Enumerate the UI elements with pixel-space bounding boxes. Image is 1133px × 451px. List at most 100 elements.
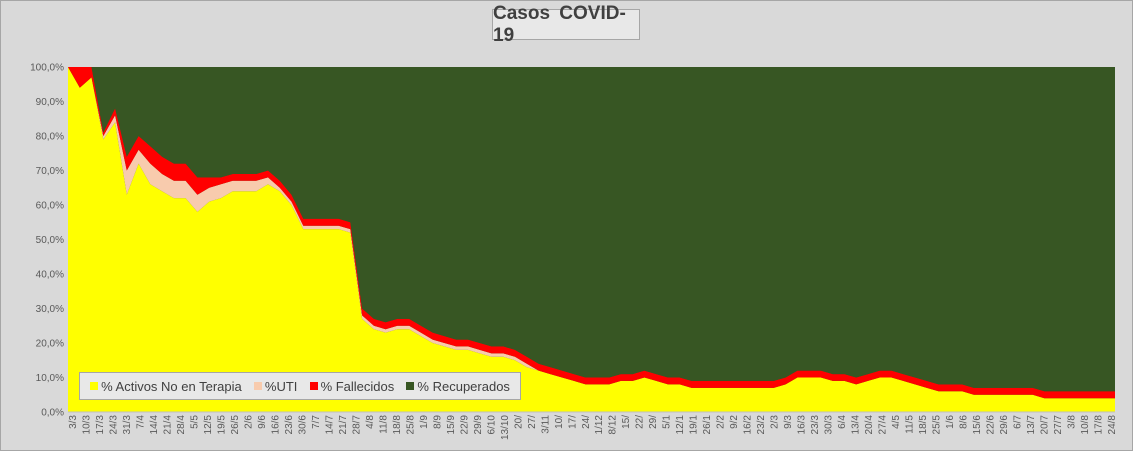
x-tick-label: 1/6	[945, 415, 956, 429]
x-tick-label: 28/7	[351, 415, 362, 435]
x-tick-label: 2/6	[243, 415, 254, 429]
y-tick-label: 0,0%	[41, 408, 64, 419]
x-tick-label: 9/2	[729, 415, 740, 429]
y-tick-label: 60,0%	[36, 201, 64, 212]
x-tick-label: 24/8	[1107, 415, 1118, 435]
x-tick-label: 20/4	[864, 415, 875, 435]
x-tick-label: 28/4	[176, 415, 187, 435]
x-tick-label: 19/1	[689, 415, 700, 435]
x-tick-label: 2/2	[716, 415, 727, 429]
x-tick-label: 14/7	[324, 415, 335, 435]
y-tick-label: 30,0%	[36, 304, 64, 315]
x-tick-label: 8/6	[959, 415, 970, 429]
x-tick-label: 7/4	[136, 415, 147, 429]
x-tick-label: 31/3	[122, 415, 133, 435]
x-tick-label: 9/6	[257, 415, 268, 429]
x-tick-label: 25/8	[405, 415, 416, 435]
x-tick-label: 4/8	[365, 415, 376, 429]
x-tick-label: 23/6	[284, 415, 295, 435]
x-tick-label: 10/	[554, 415, 565, 429]
x-tick-label: 19/5	[216, 415, 227, 435]
x-tick-label: 6/10	[486, 415, 497, 435]
x-tick-label: 2/3	[770, 415, 781, 429]
x-tick-label: 27/	[527, 415, 538, 429]
x-tick-label: 24/	[581, 415, 592, 429]
y-axis: 0,0% 10,0% 20,0% 30,0% 40,0% 50,0% 60,0% 70,0% 8…	[30, 63, 1115, 419]
x-tick-label: 13/7	[1026, 415, 1037, 435]
x-tick-label: 10/3	[82, 415, 93, 435]
legend-swatch-uti	[253, 382, 262, 390]
x-tick-label: 15/6	[972, 415, 983, 435]
y-tick-label: 70,0%	[36, 166, 64, 177]
x-tick-label: 5/1	[662, 415, 673, 429]
x-tick-label: 9/3	[783, 415, 794, 429]
legend-item-fallecidos: % Fallecidos	[309, 378, 395, 394]
legend-swatch-fallecidos	[309, 382, 318, 390]
x-tick-label: 23/3	[810, 415, 821, 435]
legend-item-activos: % Activos No en Terapia	[90, 379, 242, 394]
x-tick-label: 13/4	[851, 415, 862, 435]
x-tick-label: 27/7	[1053, 415, 1064, 435]
x-tick-label: 13/10	[500, 415, 511, 440]
x-tick-label: 27/4	[878, 415, 889, 435]
x-tick-label: 17/8	[1094, 415, 1105, 435]
x-tick-label: 24/3	[109, 415, 120, 435]
x-tick-label: 18/8	[392, 415, 403, 435]
x-tick-label: 20/	[513, 415, 524, 429]
x-tick-label: 16/3	[797, 415, 808, 435]
x-tick-label: 26/1	[702, 415, 713, 435]
x-tick-label: 17/3	[95, 415, 106, 435]
chart-legend: % Activos No en Terapia %UTI % Fallecido…	[79, 372, 521, 400]
stacked-areas	[68, 67, 1115, 412]
legend-label-fallecidos: % Fallecidos	[320, 378, 395, 394]
x-tick-label: 29/6	[999, 415, 1010, 435]
x-tick-label: 18/5	[918, 415, 929, 435]
y-tick-label: 80,0%	[36, 132, 64, 143]
x-tick-label: 30/6	[297, 415, 308, 435]
x-tick-label: 11/8	[378, 415, 389, 434]
y-tick-label: 20,0%	[36, 339, 64, 350]
legend-item-uti: %UTI	[253, 378, 298, 394]
x-tick-label: 25/5	[932, 415, 943, 435]
y-tick-label: 90,0%	[36, 97, 64, 108]
x-tick-label: 20/7	[1040, 415, 1051, 435]
x-tick-label: 30/3	[824, 415, 835, 435]
x-tick-label: 3/3	[68, 415, 79, 429]
y-tick-label: 100,0%	[30, 63, 64, 74]
x-tick-label: 21/7	[338, 415, 349, 435]
x-tick-label: 7/7	[311, 415, 322, 429]
series-area-3	[68, 67, 1115, 392]
x-tick-label: 29/	[648, 415, 659, 429]
x-tick-label: 22/	[635, 415, 646, 429]
x-tick-label: 15/9	[446, 415, 457, 435]
y-tick-label: 50,0%	[36, 235, 64, 246]
x-tick-label: 1/12	[594, 415, 605, 435]
legend-label-uti: %UTI	[264, 378, 298, 394]
x-tick-label: 16/6	[270, 415, 281, 435]
legend-swatch-recuperados	[406, 382, 415, 390]
x-tick-label: 15/	[621, 415, 632, 429]
x-tick-label: 8/9	[432, 415, 443, 429]
x-tick-label: 6/4	[837, 415, 848, 429]
y-tick-label: 40,0%	[36, 270, 64, 281]
x-tick-label: 10/8	[1080, 415, 1091, 435]
x-tick-label: 22/9	[459, 415, 470, 435]
x-tick-label: 22/6	[986, 415, 997, 435]
x-tick-label: 3/11	[540, 415, 551, 434]
x-tick-label: 4/5	[891, 415, 902, 429]
x-tick-label: 23/2	[756, 415, 767, 435]
x-tick-label: 6/7	[1013, 415, 1024, 429]
x-tick-label: 3/8	[1067, 415, 1078, 429]
legend-swatch-activos	[90, 382, 99, 390]
x-tick-label: 1/9	[419, 415, 430, 429]
x-tick-label: 21/4	[163, 415, 174, 435]
legend-label-activos: % Activos No en Terapia	[101, 378, 242, 394]
x-tick-label: 29/9	[473, 415, 484, 435]
x-tick-label: 26/5	[230, 415, 241, 435]
x-tick-label: 12/5	[203, 415, 214, 435]
x-tick-label: 12/1	[675, 415, 686, 435]
x-tick-label: 11/5	[905, 415, 916, 434]
x-tick-label: 14/4	[149, 415, 160, 435]
chart-title: Casos COVID-19	[492, 3, 640, 46]
